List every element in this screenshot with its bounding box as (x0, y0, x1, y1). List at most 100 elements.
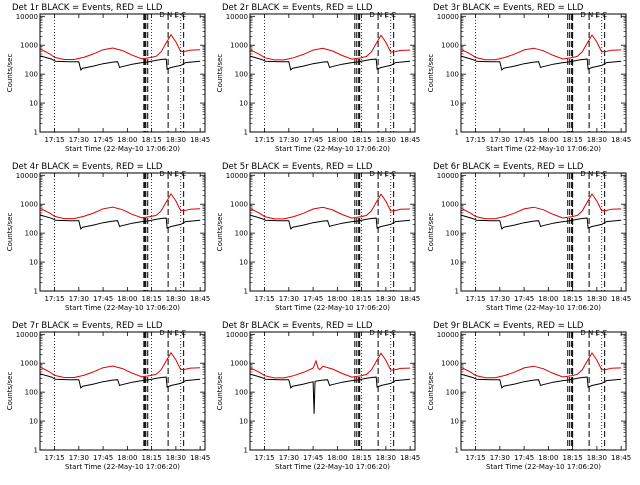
series-line-events (250, 215, 410, 229)
x-tick-label: 17:45 (303, 136, 323, 144)
x-axis-label: Start Time (22-May-10 17:06:20) (486, 463, 601, 471)
y-tick-label: 100 (25, 389, 38, 397)
y-tick-label: 10000 (16, 13, 38, 21)
x-tick-label: 17:45 (93, 295, 113, 303)
series-line-events (250, 56, 410, 70)
chart-title: Det 6r BLACK = Events, RED = LLD (433, 162, 584, 172)
x-tick-label: 17:30 (279, 295, 299, 303)
x-tick-label: 17:15 (465, 295, 485, 303)
series-line-events (40, 56, 200, 70)
y-tick-label: 1 (455, 447, 459, 455)
state-legend: D N E C (159, 11, 186, 19)
x-tick-label: 18:30 (587, 295, 607, 303)
x-tick-label: 17:15 (44, 295, 64, 303)
x-tick-label: 18:30 (376, 136, 396, 144)
x-tick-label: 18:45 (611, 295, 631, 303)
series-line-lld (461, 353, 621, 378)
x-tick-label: 18:45 (611, 454, 631, 462)
state-legend: D N E C (369, 170, 396, 178)
y-axis-label: Counts/sec (216, 54, 224, 93)
x-tick-label: 17:15 (465, 136, 485, 144)
series-line-events (40, 215, 200, 229)
x-tick-label: 17:45 (514, 295, 534, 303)
y-axis-label: Counts/sec (6, 213, 14, 252)
y-tick-label: 100 (25, 71, 38, 79)
y-tick-label: 10000 (226, 13, 248, 21)
y-tick-label: 10000 (226, 172, 248, 180)
x-tick-label: 17:30 (490, 295, 510, 303)
y-tick-label: 100 (235, 230, 248, 238)
plot-frame (250, 173, 415, 291)
series-line-events (461, 56, 621, 70)
x-tick-label: 18:30 (587, 136, 607, 144)
x-axis-label: Start Time (22-May-10 17:06:20) (486, 145, 601, 153)
series-line-lld (250, 194, 410, 219)
x-tick-label: 18:15 (563, 454, 583, 462)
x-tick-label: 18:15 (352, 136, 372, 144)
x-tick-label: 18:15 (352, 295, 372, 303)
y-tick-label: 1000 (230, 42, 248, 50)
plot-frame (461, 173, 626, 291)
x-tick-label: 18:00 (327, 454, 347, 462)
state-legend: D N E C (580, 11, 607, 19)
x-tick-label: 17:15 (44, 454, 64, 462)
y-tick-label: 100 (235, 389, 248, 397)
x-tick-label: 17:30 (279, 454, 299, 462)
x-tick-label: 18:00 (327, 295, 347, 303)
series-line-events (461, 374, 621, 388)
x-tick-label: 17:30 (69, 454, 89, 462)
state-legend: D N E C (369, 329, 396, 337)
y-tick-label: 10000 (437, 13, 459, 21)
series-line-events (461, 215, 621, 229)
x-axis-label: Start Time (22-May-10 17:06:20) (65, 304, 180, 312)
chart-title: Det 7r BLACK = Events, RED = LLD (12, 321, 163, 331)
x-tick-label: 18:45 (400, 295, 420, 303)
series-line-events (250, 374, 410, 414)
y-tick-label: 1 (244, 447, 248, 455)
x-tick-label: 18:30 (166, 136, 186, 144)
series-line-lld (40, 35, 200, 60)
y-tick-label: 1000 (230, 360, 248, 368)
chart-panel-7: Det 7r BLACK = Events, RED = LLD 17:15 17:… (6, 321, 210, 471)
y-tick-label: 1000 (20, 42, 38, 50)
x-tick-label: 18:15 (142, 295, 162, 303)
chart-panel-6: Det 6r BLACK = Events, RED = LLD 17:15 17:… (427, 162, 631, 312)
x-tick-label: 17:30 (490, 136, 510, 144)
y-tick-label: 10 (29, 259, 38, 267)
y-axis-label: Counts/sec (427, 54, 435, 93)
series-line-lld (461, 35, 621, 60)
y-tick-label: 10 (239, 100, 248, 108)
x-tick-label: 17:30 (279, 136, 299, 144)
y-tick-label: 1 (455, 288, 459, 296)
state-legend: D N E C (369, 11, 396, 19)
series-line-lld (461, 194, 621, 219)
y-axis-label: Counts/sec (427, 372, 435, 411)
state-legend: D N E C (580, 170, 607, 178)
detector-plot-grid: Det 1r BLACK = Events, RED = LLD 17:15 17:… (0, 0, 640, 480)
y-axis-label: Counts/sec (427, 213, 435, 252)
y-tick-label: 10000 (16, 331, 38, 339)
x-tick-label: 17:15 (465, 454, 485, 462)
chart-title: Det 9r BLACK = Events, RED = LLD (433, 321, 584, 331)
y-tick-label: 10000 (437, 331, 459, 339)
y-tick-label: 1000 (20, 360, 38, 368)
y-tick-label: 100 (446, 389, 459, 397)
x-axis-label: Start Time (22-May-10 17:06:20) (486, 304, 601, 312)
x-tick-label: 17:15 (254, 454, 274, 462)
y-tick-label: 10 (450, 259, 459, 267)
plot-frame (461, 332, 626, 450)
x-tick-label: 18:15 (142, 136, 162, 144)
chart-panel-2: Det 2r BLACK = Events, RED = LLD 17:15 17:… (216, 3, 420, 153)
x-tick-label: 17:15 (254, 136, 274, 144)
x-tick-label: 18:00 (327, 136, 347, 144)
chart-panel-5: Det 5r BLACK = Events, RED = LLD 17:15 17:… (216, 162, 420, 312)
x-tick-label: 18:45 (400, 136, 420, 144)
y-tick-label: 10000 (16, 172, 38, 180)
y-tick-label: 100 (446, 71, 459, 79)
y-tick-label: 100 (235, 71, 248, 79)
state-legend: D N E C (159, 170, 186, 178)
x-tick-label: 17:45 (514, 454, 534, 462)
x-axis-label: Start Time (22-May-10 17:06:20) (275, 304, 390, 312)
x-tick-label: 18:15 (142, 454, 162, 462)
x-tick-label: 17:45 (303, 454, 323, 462)
